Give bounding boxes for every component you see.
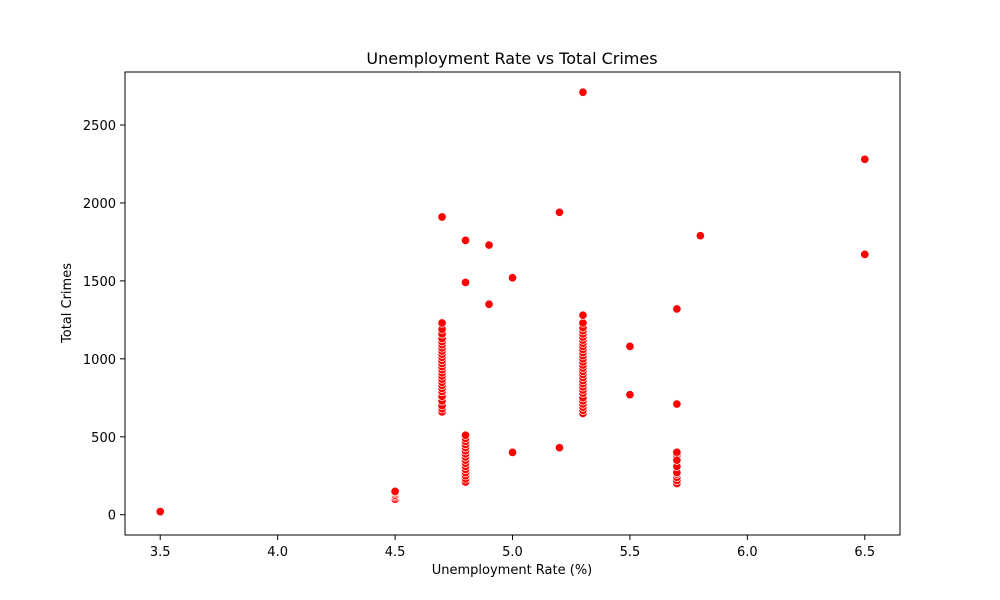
y-tick-label: 0 [108,509,116,524]
chart-title: Unemployment Rate vs Total Crimes [366,49,657,68]
data-point [860,154,870,164]
y-tick-label: 500 [91,431,116,446]
x-tick-label: 5.5 [620,545,641,560]
data-point [155,507,165,517]
data-point [625,341,635,351]
x-axis-title: Unemployment Rate (%) [432,563,593,578]
data-point [625,390,635,400]
data-point [860,249,870,259]
data-point [554,207,565,217]
data-point [578,310,588,320]
data-point [672,455,682,465]
y-tick-label: 2000 [83,197,116,212]
data-point [672,304,682,314]
data-point [672,399,682,409]
data-point [672,447,682,457]
y-tick-label: 1000 [83,353,116,368]
data-point [507,447,518,457]
data-point [437,212,447,222]
data-point [460,430,471,440]
y-axis-title: Total Crimes [60,263,75,344]
data-point [484,299,494,309]
x-tick-label: 5.0 [502,545,523,560]
x-tick-label: 4.5 [385,545,406,560]
x-axis: 3.5 4.0 4.5 5.0 5.5 6.0 6.5 [150,535,875,560]
x-tick-label: 4.0 [267,545,288,560]
data-point [507,273,518,283]
points-layer [155,87,870,517]
y-tick-label: 1500 [83,275,116,290]
y-axis: 0 500 1000 1500 2000 2500 [83,119,125,524]
data-point [460,235,471,245]
data-point [484,240,494,250]
data-point [554,443,565,453]
x-tick-label: 3.5 [150,545,171,560]
data-point [578,87,588,97]
x-tick-label: 6.5 [854,545,875,560]
data-point [437,318,447,328]
data-point [390,486,400,496]
data-point [578,318,588,328]
x-tick-label: 6.0 [737,545,758,560]
data-point [695,231,705,241]
data-point [460,277,471,287]
y-tick-label: 2500 [83,119,116,134]
